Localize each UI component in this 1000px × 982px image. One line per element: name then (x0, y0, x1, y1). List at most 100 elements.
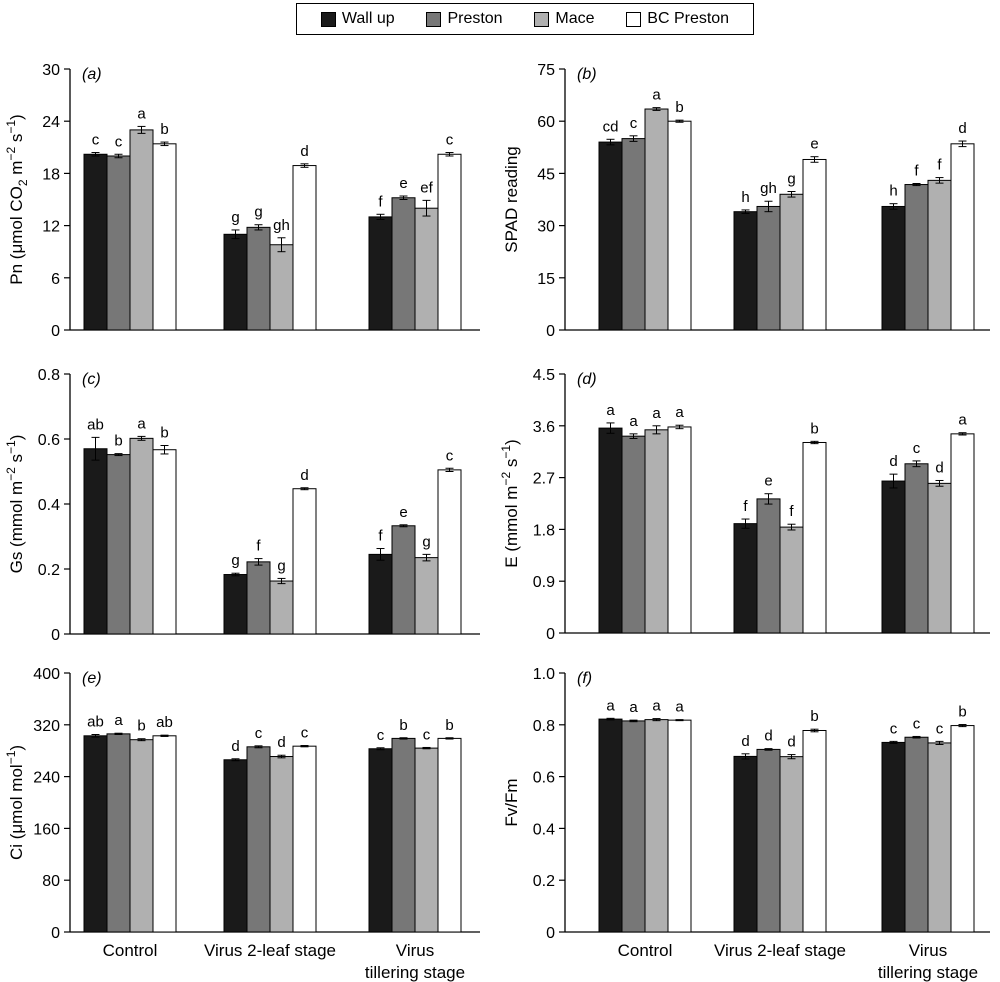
significance-letter: a (629, 699, 638, 716)
significance-letter: g (254, 204, 262, 221)
y-axis-label-part: −1 (4, 440, 18, 454)
bar (927, 179, 952, 331)
legend-label: Wall up (341, 10, 395, 27)
bar (927, 742, 952, 933)
bar (802, 441, 827, 634)
bar (904, 463, 929, 634)
bar (644, 108, 669, 331)
y-tick-label: 45 (537, 166, 555, 183)
bar (269, 580, 294, 635)
significance-letter: cd (603, 118, 619, 135)
y-axis-label-part: s (502, 459, 521, 472)
bar (598, 718, 623, 933)
panel-label: (e) (82, 670, 102, 687)
y-tick-label: 160 (33, 821, 60, 838)
y-tick-label: 0.6 (38, 432, 60, 449)
bar (802, 729, 827, 933)
significance-letter: b (445, 717, 453, 734)
bar (733, 755, 758, 933)
bar (733, 523, 758, 634)
significance-letter: d (231, 738, 239, 755)
y-axis-label-part: Ci (μmol mol (7, 764, 26, 860)
bar (246, 561, 271, 635)
significance-letter: g (787, 170, 795, 187)
significance-letter: e (399, 175, 407, 192)
legend-item-mace: Mace (534, 10, 594, 28)
bar (292, 488, 317, 635)
bar (779, 526, 804, 634)
bar (83, 735, 108, 933)
bar (391, 197, 416, 331)
bar (269, 244, 294, 331)
significance-letter: f (378, 193, 383, 210)
significance-letter: a (652, 698, 661, 715)
significance-letter: b (160, 425, 168, 442)
legend: Wall up Preston Mace BC Preston (296, 3, 754, 35)
significance-letter: ab (87, 416, 104, 433)
y-axis-label-part: −1 (499, 445, 513, 459)
y-tick-label: 75 (537, 62, 555, 79)
bar (368, 553, 393, 635)
y-tick-label: 6 (51, 271, 60, 288)
bar (152, 449, 177, 635)
y-axis-label-part: s (7, 134, 26, 147)
bar (733, 211, 758, 331)
bar (621, 435, 646, 634)
significance-letter: h (741, 189, 749, 206)
bar (756, 498, 781, 634)
y-axis-label-part: 2 (16, 179, 30, 186)
y-tick-label: 24 (42, 114, 60, 131)
y-axis-label-part: −1 (4, 750, 18, 764)
y-axis-label-part: SPAD reading (502, 146, 521, 252)
bar (598, 427, 623, 634)
legend-item-wall-up: Wall up (320, 10, 395, 28)
bar (621, 720, 646, 933)
y-tick-label: 4.5 (533, 367, 555, 384)
significance-letter: e (399, 504, 407, 521)
y-axis-label-part: m (7, 161, 26, 180)
significance-letter: c (913, 440, 921, 457)
bar (292, 165, 317, 331)
bar (881, 205, 906, 331)
y-tick-label: 0.9 (533, 574, 555, 591)
legend-swatch (626, 11, 642, 27)
significance-letter: a (606, 697, 615, 714)
panel-b: 0 15 30 45 60 75 (b) SPAD reading cd h h c gh f a g f b e d (502, 62, 990, 340)
significance-letter: d (935, 459, 943, 476)
y-tick-label: 0 (51, 925, 60, 942)
y-tick-label: 0 (51, 323, 60, 340)
y-tick-label: 30 (42, 62, 60, 79)
bar (904, 184, 929, 331)
bar (223, 574, 248, 635)
bar (881, 741, 906, 933)
significance-letter: gh (760, 180, 777, 197)
significance-letter: c (301, 725, 309, 742)
y-axis-label-part: −1 (4, 120, 18, 134)
significance-letter: d (741, 733, 749, 750)
bar (779, 193, 804, 331)
y-tick-label: 60 (537, 114, 555, 131)
bar (292, 745, 317, 933)
bar (152, 735, 177, 933)
significance-letter: a (675, 699, 684, 716)
significance-letter: e (764, 473, 772, 490)
bar (667, 426, 692, 634)
y-axis-label: E (mmol m−2 s−1) (499, 439, 521, 567)
panel-a: 0 6 12 18 24 30 (a) Pn (μmol CO2 m−2 s−1) c g f c g e… (4, 62, 480, 340)
bar (106, 454, 131, 635)
y-tick-label: 0 (51, 627, 60, 644)
legend-item-bc-preston: BC Preston (626, 10, 729, 28)
bar (621, 138, 646, 331)
bar (414, 557, 439, 635)
bar (368, 748, 393, 933)
significance-letter: c (890, 720, 898, 737)
y-tick-label: 400 (33, 666, 60, 683)
y-tick-label: 0.2 (38, 562, 60, 579)
significance-letter: ab (156, 714, 173, 731)
significance-letter: c (913, 715, 921, 732)
significance-letter: a (958, 412, 967, 429)
bar (223, 233, 248, 331)
significance-letter: h (889, 183, 897, 200)
y-axis-label: SPAD reading (502, 146, 521, 252)
